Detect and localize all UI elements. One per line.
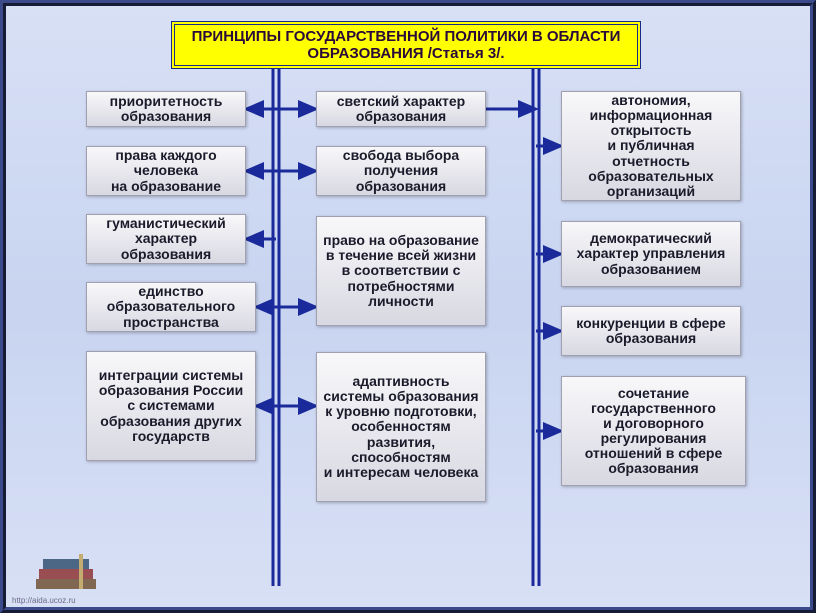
books-icon (31, 549, 111, 599)
concept-box-r4: сочетание государственного и договорного… (561, 376, 746, 486)
concept-box-r3: конкуренции в сфере образования (561, 306, 741, 356)
concept-box-l5: интеграции системы образования России с … (86, 351, 256, 461)
concept-box-c2: свобода выбора получения образования (316, 146, 486, 196)
concept-box-c3: право на образование в течение всей жизн… (316, 216, 486, 326)
concept-box-r2: демократический характер управления обра… (561, 221, 741, 287)
concept-box-r1: автономия, информационная открытость и п… (561, 91, 741, 201)
concept-box-l2: права каждого человека на образование (86, 146, 246, 196)
concept-box-c4: адаптивность системы образования к уровн… (316, 352, 486, 502)
concept-box-c1: светский характер образования (316, 91, 486, 127)
concept-box-l3: гуманистический характер образования (86, 214, 246, 264)
concept-box-l1: приоритетность образования (86, 91, 246, 127)
diagram-canvas: ПРИНЦИПЫ ГОСУДАРСТВЕННОЙ ПОЛИТИКИ В ОБЛА… (6, 6, 810, 607)
header-title: ПРИНЦИПЫ ГОСУДАРСТВЕННОЙ ПОЛИТИКИ В ОБЛА… (171, 21, 641, 69)
concept-box-l4: единство образовательного пространства (86, 282, 256, 332)
